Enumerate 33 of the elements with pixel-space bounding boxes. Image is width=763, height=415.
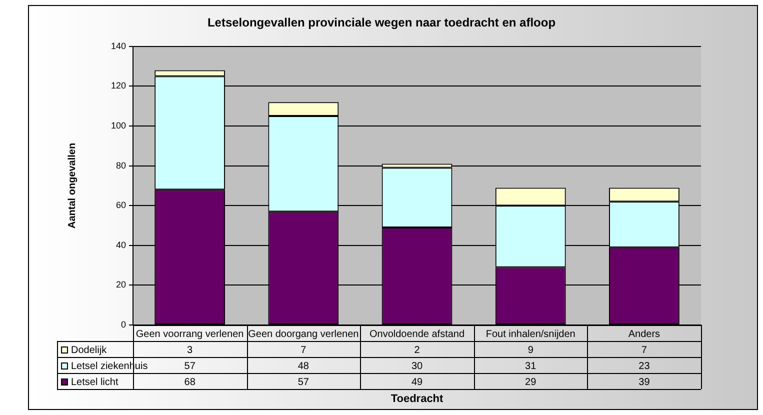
y-tick-label: 40 xyxy=(116,240,126,250)
chart-title: Letselongevallen provinciale wegen naar toedracht en afloop xyxy=(207,16,556,30)
legend-label: Dodelijk xyxy=(71,344,108,356)
data-label: 9 xyxy=(528,344,534,356)
data-label: 30 xyxy=(411,360,424,372)
data-label: 7 xyxy=(641,344,648,356)
data-label: 57 xyxy=(184,360,196,372)
x-tick-label: Anders xyxy=(628,328,660,340)
y-tick-label: 100 xyxy=(110,120,126,130)
x-tick-label: Onvoldoende afstand xyxy=(369,328,465,340)
y-axis-title: Aantal ongevallen xyxy=(66,142,78,228)
data-label: 7 xyxy=(300,344,307,356)
data-label: 68 xyxy=(184,376,196,388)
data-label: 2 xyxy=(414,344,420,356)
data-label: 23 xyxy=(638,360,650,372)
y-tick-label: 0 xyxy=(121,319,126,330)
y-tick-label: 80 xyxy=(116,160,126,170)
data-label: 48 xyxy=(298,360,310,372)
legend-label: Letsel licht xyxy=(71,376,118,388)
x-tick-label: Geen voorrang verlenen xyxy=(136,328,244,340)
data-label: 39 xyxy=(638,376,650,388)
data-label: 49 xyxy=(411,376,424,388)
data-label: 3 xyxy=(187,344,194,356)
data-label: 31 xyxy=(525,360,537,372)
x-axis-title: Toedracht xyxy=(390,393,444,406)
data-label: 29 xyxy=(525,376,537,388)
data-label: 57 xyxy=(298,376,310,388)
y-tick-label: 140 xyxy=(110,40,126,51)
x-tick-label: Geen doorgang verlenen xyxy=(248,328,359,340)
x-tick-label: Fout inhalen/snijden xyxy=(486,328,576,340)
y-tick-label: 120 xyxy=(110,80,126,91)
y-tick-label: 60 xyxy=(116,200,126,210)
y-tick-label: 20 xyxy=(116,280,126,290)
